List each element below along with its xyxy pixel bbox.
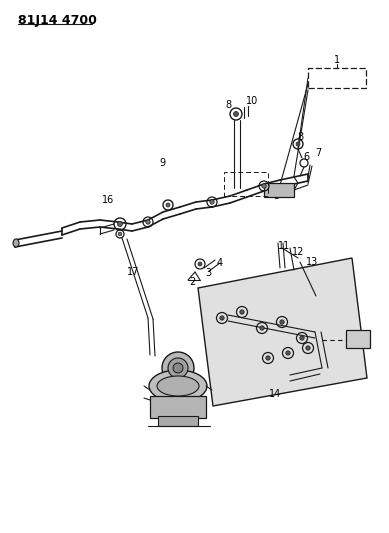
Bar bbox=[158, 416, 198, 426]
Text: 8: 8 bbox=[225, 100, 231, 110]
Text: 16: 16 bbox=[102, 195, 114, 205]
Text: 8: 8 bbox=[297, 132, 303, 142]
Text: 13: 13 bbox=[306, 257, 318, 267]
Circle shape bbox=[118, 232, 122, 236]
Ellipse shape bbox=[13, 239, 19, 247]
Circle shape bbox=[233, 111, 238, 117]
Text: 15: 15 bbox=[352, 339, 364, 349]
Circle shape bbox=[162, 352, 194, 384]
Text: 9: 9 bbox=[159, 158, 165, 168]
Circle shape bbox=[117, 222, 123, 227]
Text: 5: 5 bbox=[273, 191, 279, 201]
Text: 3: 3 bbox=[205, 268, 211, 278]
Circle shape bbox=[220, 316, 224, 320]
Circle shape bbox=[173, 363, 183, 373]
Text: 17: 17 bbox=[127, 267, 139, 277]
Bar bbox=[346, 330, 370, 348]
Polygon shape bbox=[198, 258, 367, 406]
Bar bbox=[308, 68, 366, 88]
Circle shape bbox=[280, 320, 284, 324]
Circle shape bbox=[210, 200, 214, 204]
Text: BOSCH: BOSCH bbox=[319, 74, 355, 83]
Text: 11: 11 bbox=[278, 241, 290, 251]
Circle shape bbox=[240, 310, 244, 314]
Text: 7: 7 bbox=[315, 148, 321, 158]
Text: 1: 1 bbox=[334, 55, 340, 65]
Text: 4: 4 bbox=[217, 258, 223, 268]
Circle shape bbox=[266, 356, 270, 360]
Text: 2: 2 bbox=[189, 277, 195, 287]
Text: 81J14 4700: 81J14 4700 bbox=[18, 14, 97, 27]
Circle shape bbox=[198, 262, 202, 266]
Circle shape bbox=[168, 358, 188, 378]
Text: 12: 12 bbox=[292, 247, 304, 257]
Circle shape bbox=[260, 326, 264, 330]
Bar bbox=[224, 172, 268, 196]
Circle shape bbox=[146, 220, 150, 224]
Circle shape bbox=[306, 346, 310, 350]
Ellipse shape bbox=[157, 376, 199, 396]
Circle shape bbox=[300, 336, 304, 340]
Text: 6: 6 bbox=[303, 152, 309, 162]
Bar bbox=[150, 396, 206, 418]
Circle shape bbox=[262, 184, 266, 188]
Text: 14: 14 bbox=[269, 389, 281, 399]
Circle shape bbox=[286, 351, 290, 355]
Bar bbox=[264, 183, 294, 197]
Text: 10: 10 bbox=[246, 96, 258, 106]
Ellipse shape bbox=[149, 370, 207, 402]
Circle shape bbox=[166, 203, 170, 207]
Circle shape bbox=[296, 142, 300, 146]
